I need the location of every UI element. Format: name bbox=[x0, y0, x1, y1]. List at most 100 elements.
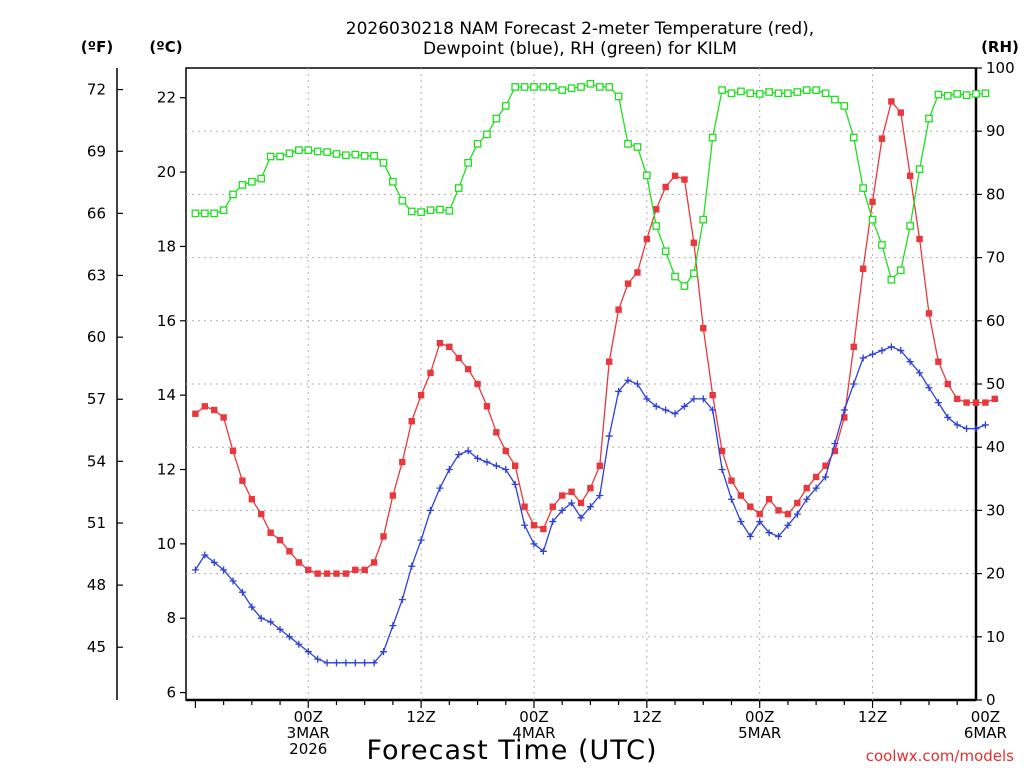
f-tick-label: 72 bbox=[87, 81, 106, 99]
2-meter-temperature-point bbox=[906, 172, 914, 180]
rh-point bbox=[915, 165, 924, 173]
2-meter-temperature-point bbox=[850, 343, 857, 351]
dewpoint-point bbox=[953, 421, 961, 429]
dewpoint-point bbox=[934, 399, 942, 407]
unit-label-fahrenheit: (ºF) bbox=[81, 38, 113, 56]
2-meter-temperature-point bbox=[239, 477, 246, 484]
rh-point bbox=[727, 89, 736, 98]
2-meter-temperature-point bbox=[784, 510, 792, 518]
2-meter-temperature-point bbox=[352, 566, 359, 574]
rh-point bbox=[191, 209, 200, 218]
dewpoint-point bbox=[652, 402, 660, 410]
2-meter-temperature-point bbox=[220, 414, 227, 421]
2-meter-temperature-point bbox=[812, 473, 820, 481]
dewpoint-point bbox=[314, 655, 322, 663]
2-meter-temperature-point bbox=[540, 525, 547, 533]
f-tick-label: 63 bbox=[87, 266, 106, 284]
2-meter-temperature-point bbox=[709, 391, 716, 399]
rh-point bbox=[765, 88, 773, 96]
rh-point bbox=[802, 86, 811, 94]
dewpoint-point bbox=[511, 480, 519, 488]
dewpoint-point bbox=[455, 451, 463, 459]
dewpoint-point bbox=[389, 622, 397, 630]
2-meter-temperature-point bbox=[916, 235, 923, 243]
2-meter-temperature-point bbox=[794, 499, 801, 507]
rh-point bbox=[342, 151, 350, 160]
2-meter-temperature-point bbox=[502, 447, 509, 455]
rh-point bbox=[210, 209, 219, 218]
dewpoint-point bbox=[464, 447, 472, 455]
rh-point bbox=[370, 151, 378, 160]
rh-point bbox=[962, 91, 971, 100]
rh-point bbox=[633, 143, 642, 151]
c-tick-label: 22 bbox=[157, 89, 176, 107]
dewpoint-point bbox=[822, 473, 830, 481]
dewpoint-point bbox=[445, 466, 453, 474]
dewpoint-point bbox=[596, 492, 604, 500]
2-meter-temperature-point bbox=[718, 447, 726, 455]
2-meter-temperature-point bbox=[615, 306, 622, 313]
dewpoint-point bbox=[709, 406, 717, 414]
dewpoint-point bbox=[793, 510, 801, 518]
rh-point bbox=[755, 90, 764, 98]
2-meter-temperature-point bbox=[305, 566, 312, 574]
2-meter-temperature-point bbox=[568, 488, 575, 496]
2-meter-temperature-point bbox=[258, 510, 265, 518]
rh-point bbox=[351, 150, 360, 159]
dewpoint-point bbox=[558, 506, 566, 514]
dewpoint-point bbox=[831, 439, 839, 447]
dewpoint-point bbox=[539, 547, 547, 555]
2-meter-temperature-point bbox=[314, 570, 321, 577]
dewpoint-point bbox=[521, 521, 529, 529]
x-tick-label: 00Z bbox=[745, 708, 774, 726]
2-meter-temperature-point bbox=[765, 496, 773, 503]
2-meter-temperature-point bbox=[192, 410, 199, 417]
x-tick-label: 00Z bbox=[519, 708, 548, 726]
chart-title-line2: Dewpoint (blue), RH (green) for KILM bbox=[423, 39, 737, 59]
rh-point bbox=[614, 92, 623, 101]
x-tick-label: 12Z bbox=[858, 708, 887, 726]
2-meter-temperature-point bbox=[361, 566, 368, 574]
dewpoint-point bbox=[530, 540, 538, 548]
2-meter-temperature-point bbox=[953, 395, 961, 403]
dewpoint-point bbox=[361, 659, 369, 667]
dewpoint-point bbox=[690, 395, 698, 403]
2-meter-temperature-point bbox=[370, 559, 378, 566]
rh-point bbox=[323, 148, 331, 156]
rh-point bbox=[445, 206, 454, 215]
x-tick-label: 00Z bbox=[294, 708, 323, 726]
rh-point bbox=[774, 89, 783, 98]
2-meter-temperature-point bbox=[869, 198, 876, 206]
x-tick-label: 3MAR bbox=[287, 724, 330, 742]
2-meter-temperature-point bbox=[276, 536, 284, 544]
dewpoint-point bbox=[906, 358, 914, 366]
2-meter-temperature-point bbox=[248, 496, 256, 503]
rh-point bbox=[539, 83, 548, 91]
dewpoint-point bbox=[201, 551, 209, 559]
rh-tick-label: 10 bbox=[986, 628, 1005, 646]
rh-point bbox=[840, 102, 849, 110]
2-meter-temperature-point bbox=[925, 310, 933, 317]
2-meter-temperature-point bbox=[417, 391, 425, 399]
rh-point bbox=[530, 83, 538, 91]
rh-point bbox=[624, 139, 632, 148]
x-tick-label: 12Z bbox=[406, 708, 435, 726]
dewpoint-point bbox=[492, 462, 500, 470]
dewpoint-point bbox=[370, 659, 378, 667]
2-meter-temperature-point bbox=[700, 325, 707, 332]
2-meter-temperature-point bbox=[408, 417, 415, 425]
dewpoint-point bbox=[972, 425, 980, 433]
rh-point bbox=[219, 206, 228, 215]
rh-point bbox=[520, 83, 529, 91]
dewpoint-point bbox=[718, 466, 726, 474]
rh-point bbox=[285, 149, 294, 158]
rh-point bbox=[925, 114, 933, 123]
rh-tick-label: 30 bbox=[986, 501, 1005, 519]
rh-point bbox=[567, 84, 576, 93]
2-meter-temperature-point bbox=[728, 477, 735, 484]
2-meter-temperature-line bbox=[194, 100, 996, 575]
rh-point bbox=[464, 158, 472, 167]
2-meter-temperature-point bbox=[878, 135, 886, 142]
2-meter-temperature-point bbox=[436, 339, 444, 347]
